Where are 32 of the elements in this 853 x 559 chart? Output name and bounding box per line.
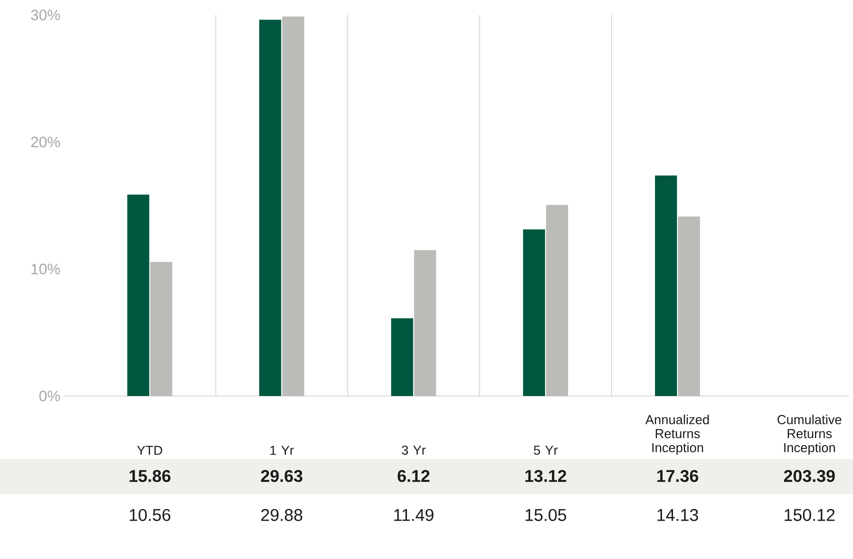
bar: [150, 262, 172, 396]
text: 150.12: [784, 508, 835, 522]
x-tick-label: 3 Yr: [402, 446, 426, 455]
y-tick-label: 30%: [31, 10, 60, 20]
text: 203.39: [784, 470, 835, 482]
data-label: 14.13: [658, 508, 698, 522]
x-tick-label: 1 Yr: [270, 446, 294, 455]
bar: [678, 216, 700, 396]
data-label: 15.05: [526, 508, 566, 522]
bar: [391, 318, 414, 396]
bar: [654, 176, 677, 396]
data-label: 10.56: [130, 508, 170, 522]
y-tick-label: 0%: [39, 390, 60, 402]
bar: [282, 16, 304, 396]
data-label: 13.12: [525, 470, 566, 482]
bar: [546, 204, 568, 396]
data-label: 29.63: [261, 470, 302, 482]
data-label: 17.36: [657, 470, 698, 482]
x-tick-label: Cumulative Returns Inception: [778, 414, 842, 455]
x-tick-label: YTD: [137, 446, 162, 455]
y-tick-label: 10%: [32, 264, 60, 274]
y-tick-label: 20%: [31, 136, 60, 148]
bar: [414, 250, 436, 396]
bar: [523, 229, 546, 396]
data-label: 15.86: [130, 470, 170, 482]
data-label: 6.12: [398, 470, 430, 482]
bar: [259, 20, 282, 396]
x-tick-label: 5 Yr: [534, 446, 558, 455]
bar: [127, 194, 150, 396]
x-tick-label: Annualized Returns Inception: [645, 414, 709, 455]
data-label: 29.88: [261, 508, 302, 522]
data-label: 11.49: [394, 508, 434, 522]
